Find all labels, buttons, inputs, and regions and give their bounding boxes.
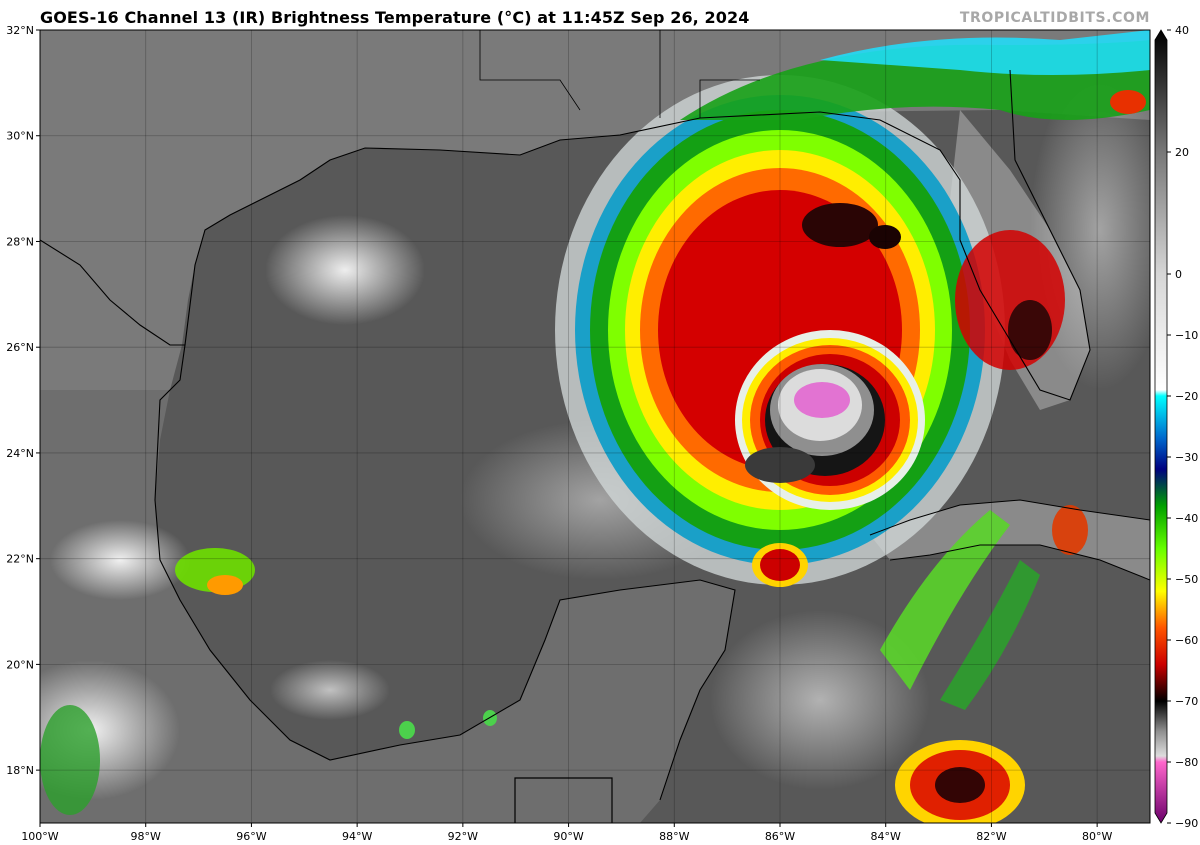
- lon-tick-label: 90°W: [553, 830, 583, 843]
- lat-tick-label: 32°N: [6, 24, 34, 37]
- rainband: [880, 510, 1010, 690]
- gulf-coastline-west: [40, 239, 736, 801]
- lon-tick-label: 92°W: [448, 830, 478, 843]
- colorbar-tick-label: −70: [1175, 695, 1198, 708]
- cuba-coastline: [869, 499, 1150, 581]
- lon-tick-label: 98°W: [131, 830, 161, 843]
- lon-tick-label: 88°W: [659, 830, 689, 843]
- lon-tick-label: 96°W: [236, 830, 266, 843]
- lat-tick-label: 22°N: [6, 553, 34, 566]
- colorbar-tick-label: −10: [1175, 329, 1198, 342]
- colorbar-tick-label: 0: [1175, 268, 1182, 281]
- cloud-patch: [265, 215, 425, 325]
- lat-tick-label: 24°N: [6, 447, 34, 460]
- map-title: GOES-16 Channel 13 (IR) Brightness Tempe…: [40, 8, 750, 27]
- cloud-patch: [710, 610, 930, 790]
- colorbar: 40 20 0 −10 −20 −30 −40 −50 −60 −70 −80 −90: [1154, 24, 1198, 830]
- colorbar-tick-label: −60: [1175, 634, 1198, 647]
- colorbar-tick-label: −80: [1175, 756, 1198, 769]
- cloud-patch: [270, 660, 390, 720]
- lon-tick-label: 82°W: [976, 830, 1006, 843]
- colorbar-tick-label: −40: [1175, 512, 1198, 525]
- colorbar-tick-label: −30: [1175, 451, 1198, 464]
- plot-frame: [39, 29, 1151, 824]
- colorbar-tick-label: −50: [1175, 573, 1198, 586]
- imagery-layer: [40, 30, 1150, 823]
- colorbar-tick-label: 40: [1175, 24, 1189, 37]
- hurricane-helene: [555, 75, 1005, 585]
- state-borders: [479, 30, 760, 118]
- lat-tick-label: 30°N: [6, 130, 34, 143]
- lon-tick-label: 94°W: [342, 830, 372, 843]
- colorbar-scale: [1154, 29, 1168, 824]
- cloud-patch: [50, 520, 190, 600]
- colorbar-tick-label: −20: [1175, 390, 1198, 403]
- lon-tick-label: 84°W: [871, 830, 901, 843]
- lat-tick-label: 26°N: [6, 341, 34, 354]
- graticule: [39, 29, 1150, 823]
- colorbar-tick-label: 20: [1175, 146, 1189, 159]
- mexico-land: [40, 390, 735, 823]
- lat-tick-label: 28°N: [6, 235, 34, 248]
- lat-tick-label: 18°N: [6, 764, 34, 777]
- credit-watermark: TROPICALTIDBITS.COM: [959, 10, 1150, 26]
- gulf-coastline-north: [184, 69, 1091, 401]
- rainband-florida: [955, 230, 1065, 370]
- lon-tick-label: 100°W: [21, 830, 58, 843]
- coldest-cloud-tops: [794, 382, 850, 418]
- colorbar-tick-label: −90: [1175, 817, 1198, 830]
- lon-tick-label: 86°W: [765, 830, 795, 843]
- axis-ticks: 100°W 98°W 96°W 94°W 92°W 90°W 88°W 86°W 84°W 82°…: [6, 24, 1112, 843]
- us-land: [40, 30, 1150, 390]
- lat-tick-label: 20°N: [6, 658, 34, 671]
- lon-tick-label: 80°W: [1082, 830, 1112, 843]
- guatemala-border: [514, 777, 613, 823]
